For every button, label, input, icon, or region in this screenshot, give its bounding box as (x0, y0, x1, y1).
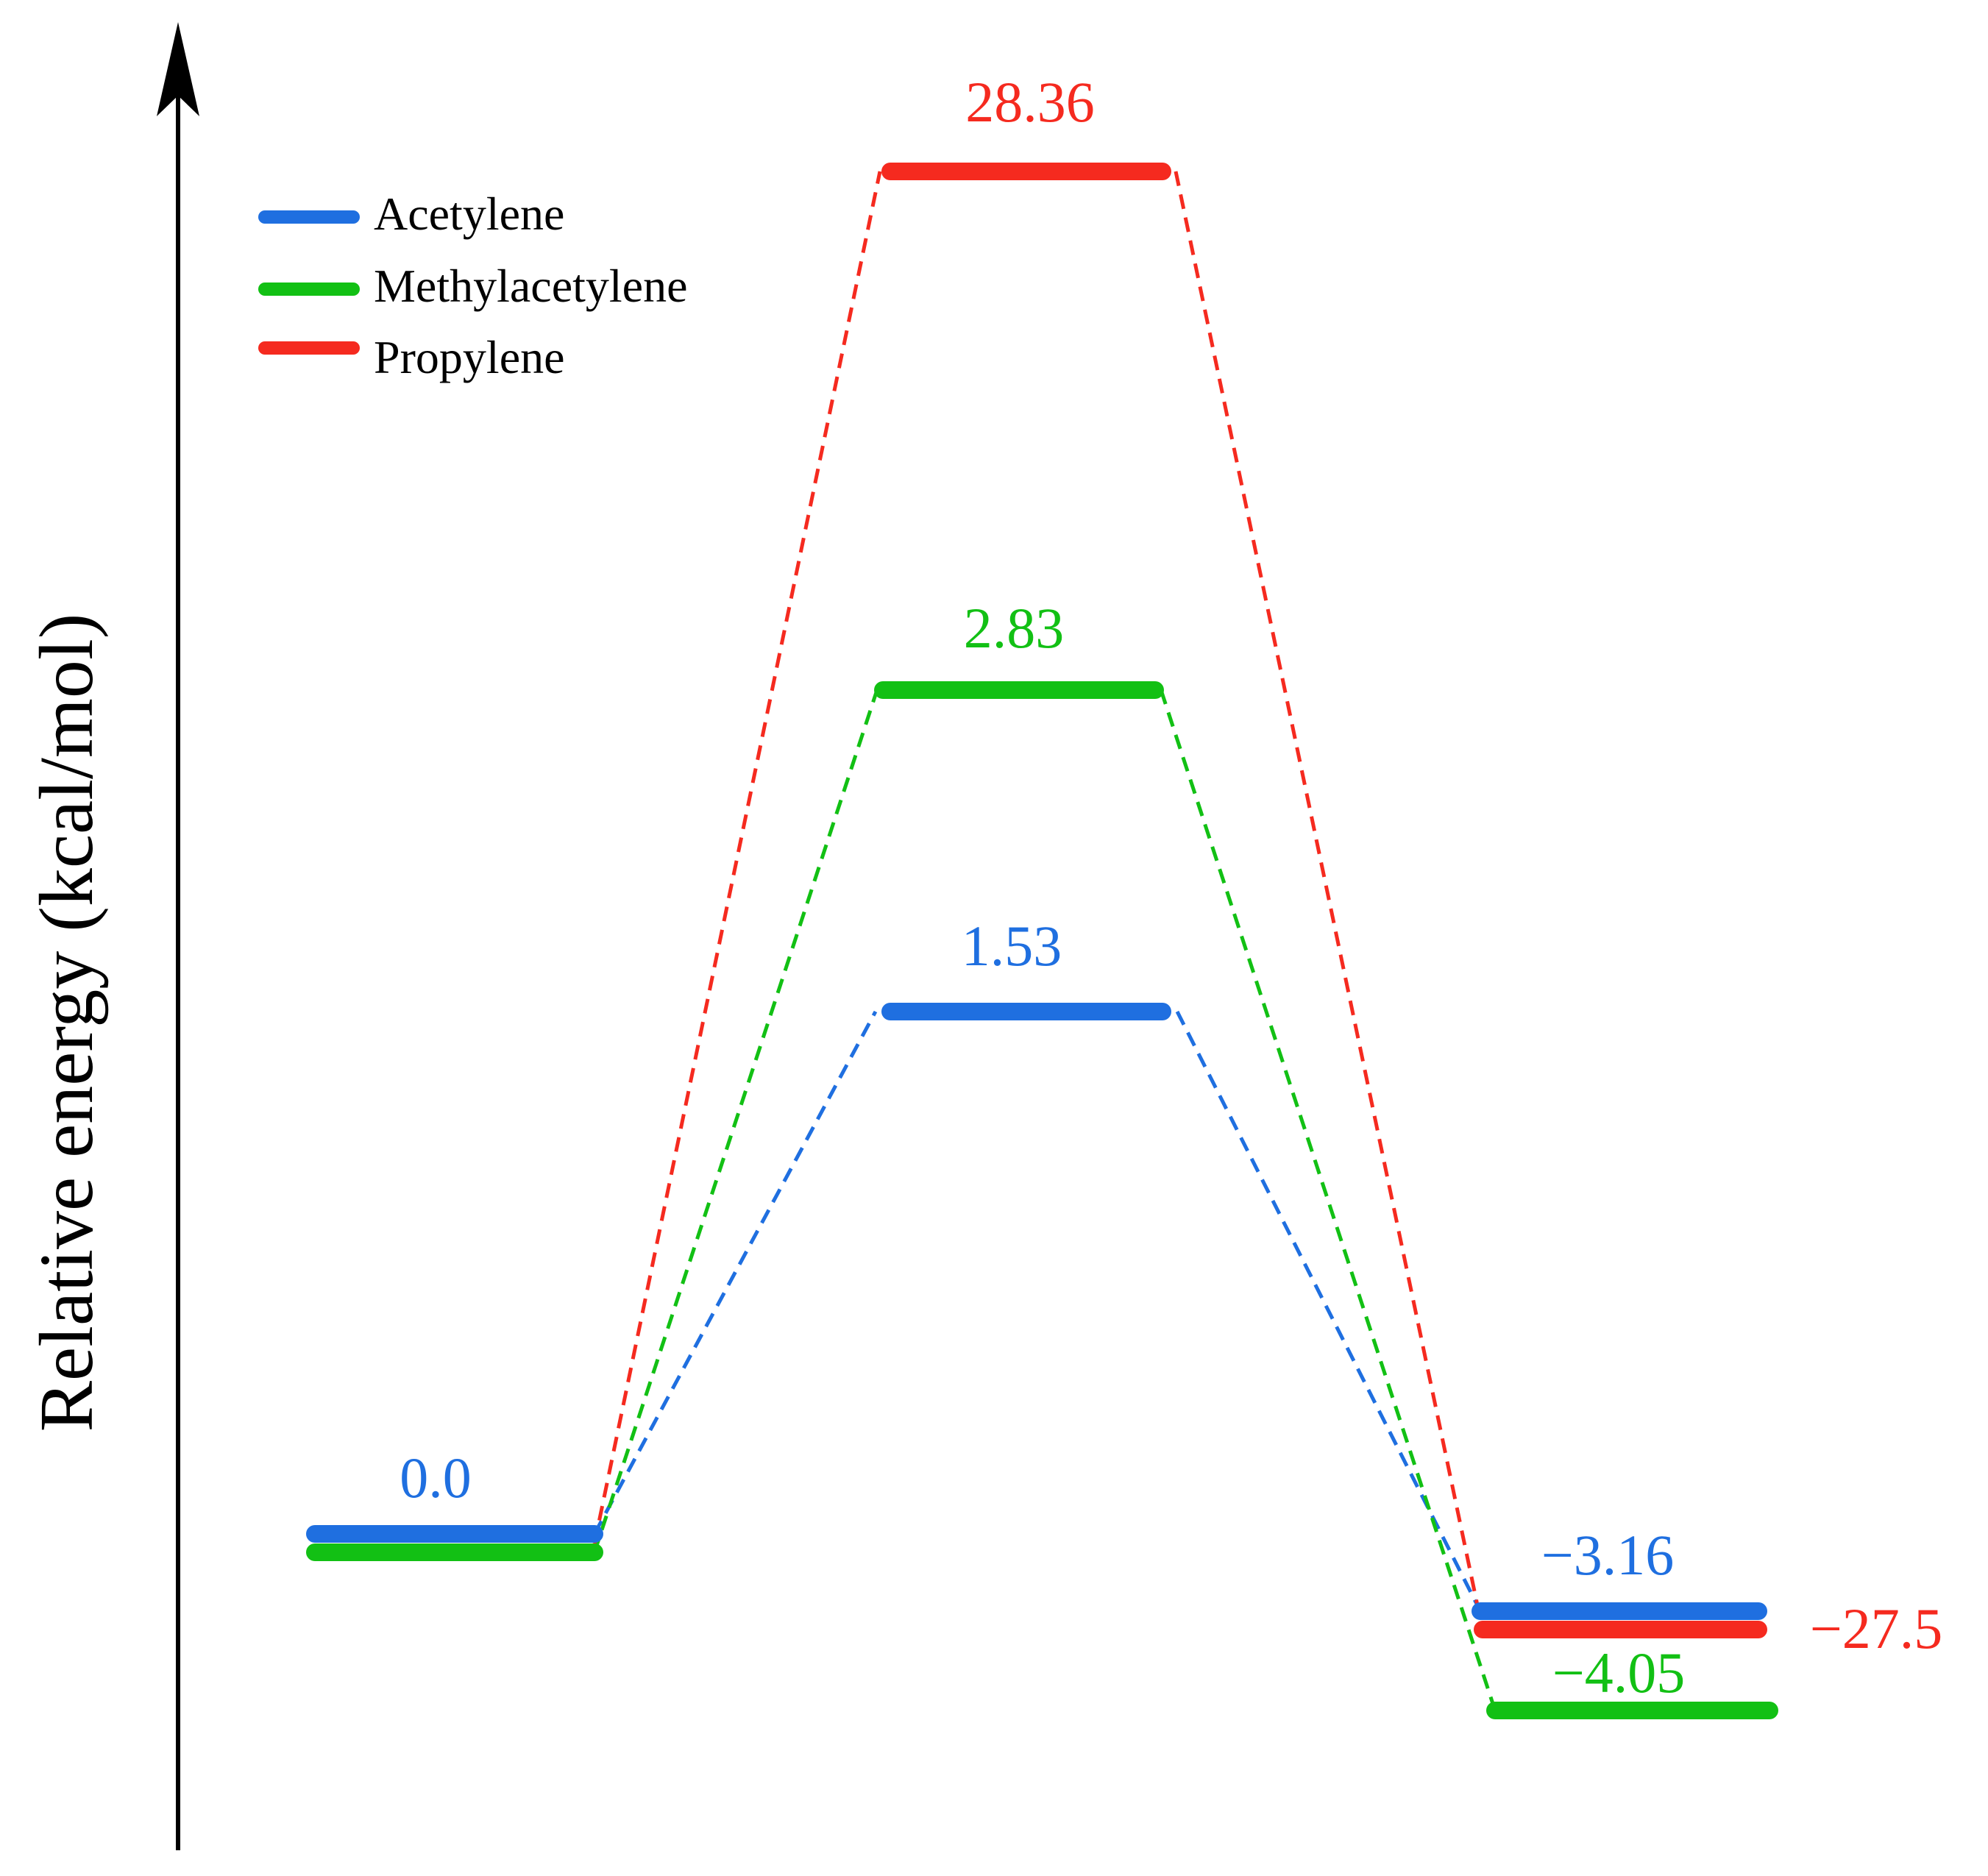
acetylene-connector-2 (1175, 1010, 1483, 1613)
methylacetylene-value-label-1: 2.83 (964, 596, 1065, 660)
methylacetylene-connector-2 (1159, 689, 1497, 1711)
methylacetylene-value-label-2: −4.05 (1552, 1641, 1686, 1705)
acetylene-value-label-0: 0.0 (400, 1446, 472, 1510)
propylene-connector-2 (1174, 171, 1485, 1630)
methylacetylene-connector-0 (592, 689, 879, 1553)
propylene-value-label-1: 28.36 (965, 70, 1095, 134)
y-axis-arrowhead (157, 22, 199, 116)
legend: Acetylene Methylacetylene Propylene (258, 188, 687, 383)
value-labels: 0.0 1.53 −3.16 2.83 −4.05 28.36 −27.5 (400, 70, 1942, 1705)
acetylene-value-label-1: 1.53 (962, 914, 1062, 978)
acetylene-value-label-2: −3.16 (1541, 1523, 1675, 1587)
acetylene-connector-0 (592, 1010, 878, 1535)
propylene-value-label-2: −27.5 (1810, 1596, 1943, 1660)
legend-label-acetylene: Acetylene (374, 188, 564, 240)
propylene-connector-0 (592, 171, 882, 1544)
legend-label-methylacetylene: Methylacetylene (374, 260, 687, 312)
connector-lines (592, 171, 1497, 1711)
y-axis-title: Relative energy (kcal/mol) (24, 614, 109, 1432)
legend-label-propylene: Propylene (374, 331, 565, 383)
energy-levels (306, 163, 1778, 1719)
